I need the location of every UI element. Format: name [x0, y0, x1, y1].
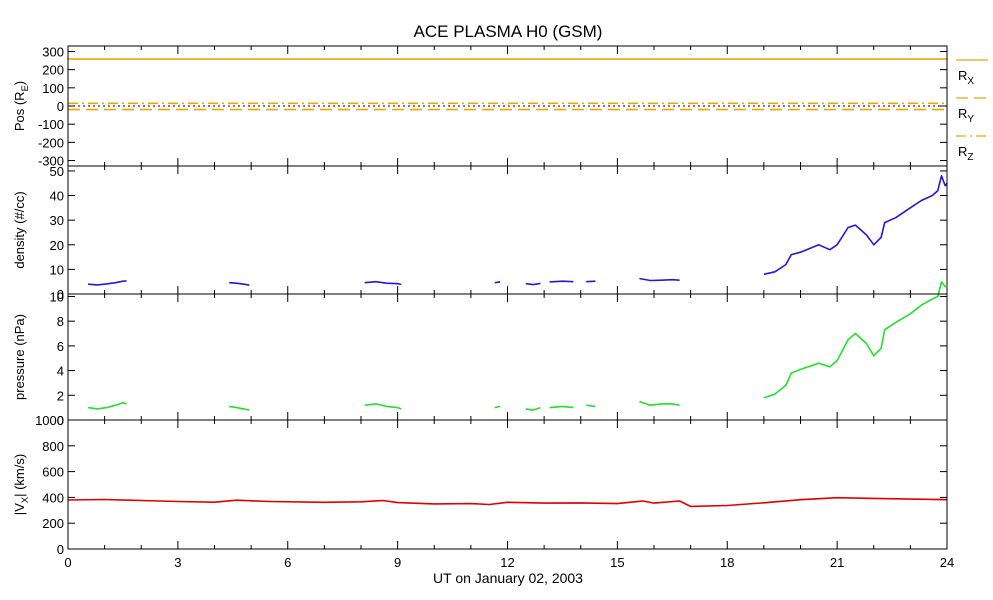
y-tick-label: 400	[42, 490, 64, 505]
x-tick-label: 3	[174, 555, 181, 570]
legend-label: RX	[958, 68, 974, 87]
panel-frame	[67, 293, 948, 421]
series-pressure-1-seg-1	[87, 401, 127, 410]
legend-label: RZ	[958, 144, 974, 163]
legend-label-sub: Y	[967, 114, 974, 125]
series-density-1-seg-8	[639, 277, 680, 282]
y-tick-label: 800	[42, 439, 64, 454]
y-tick-label: 200	[42, 516, 64, 531]
chart-title: ACE PLASMA H0 (GSM)	[414, 22, 603, 41]
legend-label-main: R	[958, 68, 967, 83]
y-tick-label: 2	[57, 388, 64, 403]
y-tick-label: 4	[57, 364, 64, 379]
y-tick-label: -300	[38, 154, 64, 169]
panel-frame	[67, 419, 948, 550]
series-density-1-seg-4	[494, 281, 501, 284]
series-density-1-seg-5	[525, 282, 541, 286]
y-tick-label: 200	[42, 63, 64, 78]
x-tick-label: 21	[830, 555, 844, 570]
x-tick-label: 12	[500, 555, 514, 570]
y-tick-label: -200	[38, 135, 64, 150]
y-tick-label: 6	[57, 339, 64, 354]
y-tick-label: 10	[50, 289, 64, 304]
y-tick-label: 40	[50, 189, 64, 204]
series-density-1-seg-1	[88, 280, 127, 286]
x-tick-label: 9	[394, 555, 401, 570]
series-density-1-seg-7	[586, 280, 596, 283]
series-density-1-seg-2	[229, 281, 250, 286]
y-axis-label-main: Pos (R	[12, 91, 27, 131]
y-tick-label: 300	[42, 44, 64, 59]
y-tick-label: 30	[50, 213, 64, 228]
legend-label: RY	[958, 106, 974, 125]
x-axis: 0 3 6 9 12 15 18 21 24	[64, 555, 954, 570]
series-density-1-seg-6	[549, 280, 574, 283]
series-density-1-seg-3	[364, 280, 402, 286]
y-axis-label-main: |V	[12, 503, 27, 515]
x-tick-label: 15	[610, 555, 624, 570]
series-pressure-1-seg-3	[364, 403, 402, 410]
y-tick-label: 0	[57, 287, 64, 302]
y-axis-label: |VX| (km/s)	[12, 454, 30, 515]
y-tick-label: 50	[50, 164, 64, 179]
legend-label-sub: X	[967, 76, 974, 87]
series-pressure-1-seg-2	[229, 405, 250, 411]
panel-frame	[67, 165, 948, 295]
legend-label-sub: Z	[967, 152, 973, 163]
y-tick-label: 100	[42, 81, 64, 96]
y-axis-label-main: pressure (nPa)	[12, 314, 27, 400]
y-tick-label: 1000	[35, 413, 64, 428]
series-pressure-1-seg-9	[763, 281, 948, 399]
x-tick-label: 6	[284, 555, 291, 570]
y-tick-label: -100	[38, 117, 64, 132]
y-tick-label: 8	[57, 314, 64, 329]
series-pressure-1-seg-4	[494, 405, 501, 409]
x-axis-label: UT on January 02, 2003	[433, 570, 583, 586]
x-tick-label: 18	[720, 555, 734, 570]
y-axis-label: Pos (RE)	[12, 81, 30, 131]
y-axis-label: density (#/cc)	[12, 191, 27, 268]
panel-velocity: 0 200 400 600 800 1000 |VX| (km/s)	[12, 413, 948, 557]
series-pressure-1-seg-5	[525, 406, 541, 411]
legend-label-main: R	[958, 144, 967, 159]
y-tick-label: 20	[50, 238, 64, 253]
y-tick-label: 600	[42, 465, 64, 480]
y-axis-label: pressure (nPa)	[12, 314, 27, 400]
series-pressure-1-seg-6	[549, 405, 574, 409]
y-tick-label: 0	[57, 542, 64, 557]
y-axis-label-end: | (km/s)	[12, 454, 27, 497]
y-axis-label-sub: E	[20, 85, 30, 91]
series-density-1-seg-9	[763, 175, 948, 276]
y-axis-label-end: )	[12, 81, 27, 85]
y-tick-label: 10	[50, 262, 64, 277]
series-pressure-1-seg-8	[639, 400, 680, 407]
x-tick-label: 24	[940, 555, 954, 570]
y-tick-label: 0	[57, 413, 64, 428]
y-axis-label-sub: X	[20, 496, 30, 503]
series-pressure-1-seg-7	[586, 404, 596, 408]
legend-label-main: R	[958, 106, 967, 121]
x-tick-label: 0	[64, 555, 71, 570]
series-velocity-1-seg-1	[67, 496, 948, 508]
y-axis-label-main: density (#/cc)	[12, 191, 27, 268]
y-tick-label: 0	[57, 99, 64, 114]
panel-pressure: 0 2 4 6 8 10 pressure (nPa)	[12, 281, 948, 428]
